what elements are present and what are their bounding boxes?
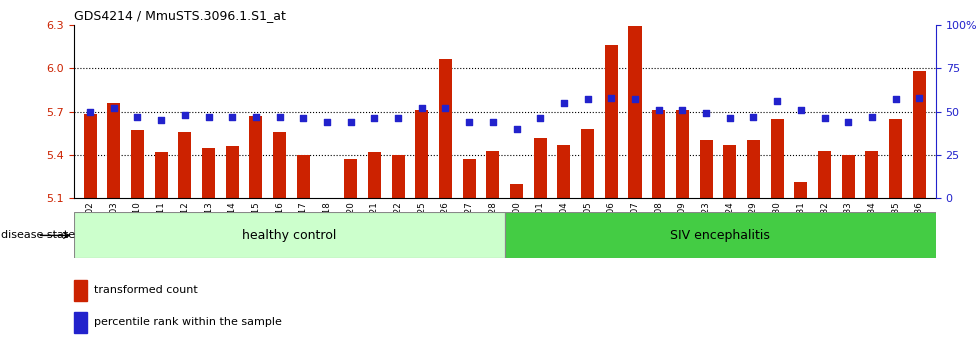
Bar bbox=[392, 155, 405, 198]
Bar bbox=[74, 280, 87, 301]
Point bbox=[319, 119, 335, 125]
Text: percentile rank within the sample: percentile rank within the sample bbox=[94, 317, 282, 327]
Point bbox=[674, 107, 690, 113]
Bar bbox=[700, 141, 712, 198]
Bar bbox=[505, 212, 936, 258]
Point bbox=[438, 105, 454, 111]
Bar bbox=[912, 71, 926, 198]
Bar bbox=[818, 150, 831, 198]
Point bbox=[580, 97, 596, 102]
Bar bbox=[865, 150, 878, 198]
Bar bbox=[178, 132, 191, 198]
Bar bbox=[74, 212, 505, 258]
Bar bbox=[463, 159, 475, 198]
Point bbox=[769, 98, 785, 104]
Point bbox=[224, 114, 240, 120]
Point bbox=[698, 110, 713, 116]
Bar bbox=[486, 150, 500, 198]
Bar bbox=[558, 145, 570, 198]
Point bbox=[106, 105, 122, 111]
Point bbox=[343, 119, 359, 125]
Bar bbox=[297, 155, 310, 198]
Point bbox=[248, 114, 264, 120]
Point bbox=[201, 114, 217, 120]
Point bbox=[296, 116, 312, 121]
Point bbox=[532, 116, 548, 121]
Point bbox=[864, 114, 880, 120]
Text: healthy control: healthy control bbox=[242, 229, 336, 242]
Bar bbox=[202, 148, 215, 198]
Bar bbox=[676, 110, 689, 198]
Text: disease state: disease state bbox=[1, 230, 75, 240]
Bar bbox=[155, 152, 168, 198]
Point bbox=[153, 118, 169, 123]
Point bbox=[390, 116, 406, 121]
Bar bbox=[273, 132, 286, 198]
Point bbox=[462, 119, 477, 125]
Point bbox=[414, 105, 429, 111]
Bar bbox=[510, 184, 523, 198]
Point bbox=[556, 100, 571, 105]
Point bbox=[793, 107, 808, 113]
Point bbox=[816, 116, 832, 121]
Bar bbox=[652, 110, 665, 198]
Point bbox=[746, 114, 761, 120]
Text: SIV encephalitis: SIV encephalitis bbox=[670, 229, 770, 242]
Bar bbox=[628, 26, 642, 198]
Bar bbox=[250, 116, 263, 198]
Point bbox=[367, 116, 382, 121]
Bar bbox=[107, 103, 121, 198]
Bar bbox=[723, 145, 736, 198]
Point bbox=[271, 114, 287, 120]
Point bbox=[651, 107, 666, 113]
Bar bbox=[439, 59, 452, 198]
Point bbox=[911, 95, 927, 101]
Bar bbox=[74, 312, 87, 333]
Point bbox=[722, 116, 738, 121]
Bar bbox=[581, 129, 594, 198]
Bar bbox=[747, 141, 760, 198]
Bar bbox=[842, 155, 855, 198]
Point bbox=[177, 112, 193, 118]
Point bbox=[841, 119, 857, 125]
Bar bbox=[795, 182, 808, 198]
Point bbox=[82, 109, 98, 114]
Bar bbox=[344, 159, 358, 198]
Bar bbox=[605, 45, 617, 198]
Bar bbox=[770, 119, 784, 198]
Bar bbox=[131, 130, 144, 198]
Text: transformed count: transformed count bbox=[94, 285, 198, 295]
Bar bbox=[416, 110, 428, 198]
Bar bbox=[83, 114, 97, 198]
Point bbox=[888, 97, 904, 102]
Text: GDS4214 / MmuSTS.3096.1.S1_at: GDS4214 / MmuSTS.3096.1.S1_at bbox=[74, 9, 285, 22]
Bar bbox=[225, 146, 239, 198]
Point bbox=[604, 95, 619, 101]
Point bbox=[627, 97, 643, 102]
Bar bbox=[889, 119, 903, 198]
Point bbox=[485, 119, 501, 125]
Point bbox=[129, 114, 145, 120]
Bar bbox=[368, 152, 381, 198]
Bar bbox=[534, 138, 547, 198]
Point bbox=[509, 126, 524, 132]
